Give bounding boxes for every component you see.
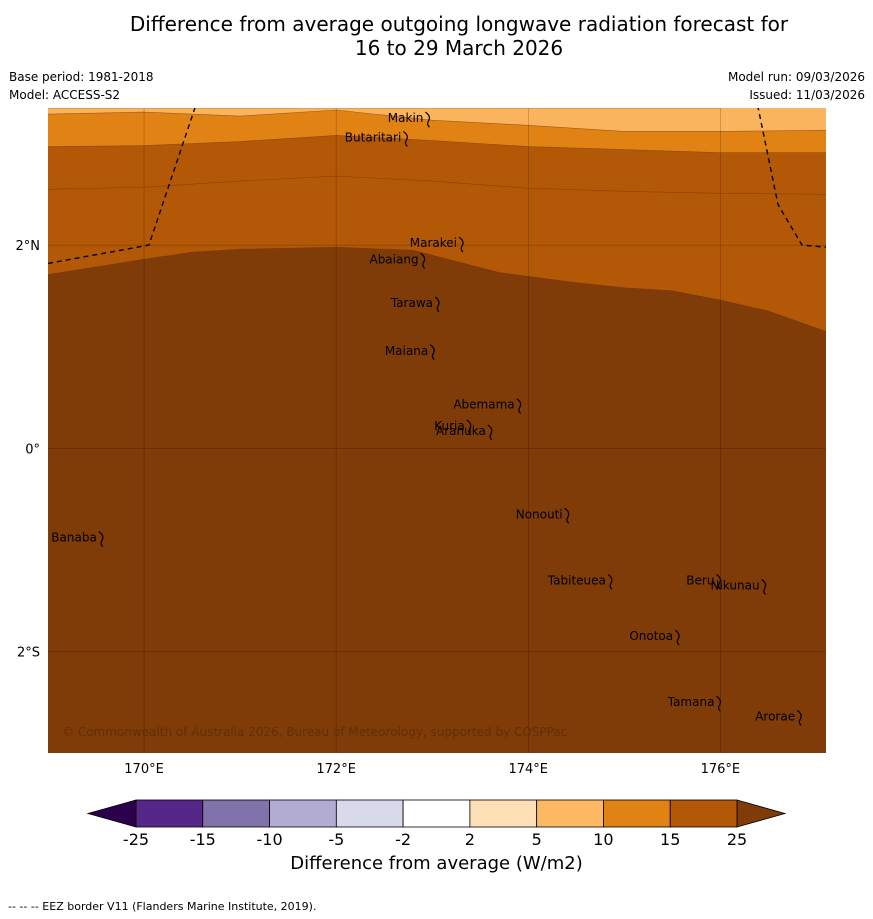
colorbar-over-arrow: [736, 799, 787, 828]
island-label: Aranuka: [436, 424, 486, 438]
island-outline: [420, 252, 426, 269]
colorbar-tick-label: 2: [465, 830, 475, 849]
island-outline: [564, 507, 570, 524]
colorbar-tick-label: -25: [123, 830, 149, 849]
issued-date: Issued: 11/03/2026: [749, 88, 865, 102]
island-label: Tabiteuea: [547, 573, 606, 587]
colorbar-swatch: [269, 799, 337, 828]
colorbar-swatch: [536, 799, 604, 828]
island-label: Tamana: [667, 695, 715, 709]
colorbar-swatch: [402, 799, 471, 828]
island-label: Butaritari: [345, 130, 402, 144]
colorbar-tick-label: 10: [593, 830, 613, 849]
colorbar-tick-label: 15: [660, 830, 680, 849]
island-label: Abemama: [453, 398, 514, 412]
colorbar-title: Difference from average (W/m2): [290, 853, 583, 874]
band-15-to-25-upper-edge: [48, 135, 826, 153]
longitude-tick-label: 172°E: [316, 762, 356, 777]
island-label: Tarawa: [390, 296, 433, 310]
latitude-tick-label: 2°N: [16, 239, 41, 254]
colorbar-swatch: [469, 799, 538, 828]
island-label: Banaba: [51, 531, 97, 545]
band-5-to-10-edge: [48, 108, 722, 109]
island-outline: [607, 573, 613, 590]
band-15-to-25-edge: [48, 175, 826, 195]
colorbar-swatch: [603, 799, 671, 828]
base-period: Base period: 1981-2018: [9, 70, 154, 84]
island-outline: [425, 111, 430, 128]
copyright-credit: © Commonwealth of Australia 2026, Bureau…: [62, 725, 567, 739]
island-label: Onotoa: [629, 629, 673, 643]
island-label: Nikunau: [711, 578, 760, 592]
colorbar-tick-label: -15: [190, 830, 216, 849]
island-outline: [716, 573, 722, 590]
longitude-tick-label: 170°E: [124, 762, 164, 777]
map-title: Difference from average outgoing longwav…: [0, 12, 873, 60]
model-name: Model: ACCESS-S2: [9, 88, 121, 102]
map-title-line2: 16 to 29 March 2026: [354, 36, 564, 60]
colorbar-swatch: [669, 799, 738, 828]
island-label: Marakei: [410, 236, 457, 250]
eez-border: [48, 108, 826, 265]
island-outline: [761, 578, 767, 595]
colorbar-tick-label: 5: [532, 830, 542, 849]
island-label: Makin: [388, 111, 424, 125]
island-label: Kuria: [434, 419, 465, 433]
colorbar-tick-label: -2: [395, 830, 411, 849]
island-outline: [796, 709, 802, 726]
island-label: Nonouti: [516, 507, 563, 521]
colorbar: -25 -15 -10 -5 -2 2 5 10 15 25: [86, 799, 787, 849]
eez-footnote: -- -- -- EEZ border V11 (Flanders Marine…: [8, 900, 317, 913]
island-outline: [429, 344, 435, 361]
island-outline: [487, 424, 493, 441]
latitude-tick-label: 0°: [25, 442, 40, 457]
island-label: Abaiang: [369, 252, 418, 266]
longitude-tick-label: 174°E: [508, 762, 548, 777]
colorbar-swatch: [335, 799, 404, 828]
island-outline: [466, 419, 472, 436]
colorbar-tick-label: -10: [256, 830, 282, 849]
island-outline: [458, 236, 464, 253]
colorbar-under-arrow: [86, 799, 137, 828]
island-outline: [434, 296, 440, 313]
contour-layer: [48, 108, 826, 753]
island-label: Beru: [686, 573, 714, 587]
band-10-to-15-edge: [48, 109, 826, 132]
colorbar-tick-label: -5: [328, 830, 344, 849]
island-outline: [98, 531, 104, 548]
graticule: [48, 108, 826, 753]
band-above-25-edge: [48, 246, 826, 332]
axis-ticks: 170°E 172°E 174°E 176°E 2°N 0° 2°S: [16, 239, 741, 777]
longitude-tick-label: 176°E: [701, 762, 741, 777]
eez-line: [48, 108, 196, 265]
colorbar-swatch: [202, 799, 270, 828]
island-outline: [674, 629, 680, 646]
island-outline: [516, 398, 522, 415]
model-run: Model run: 09/03/2026: [727, 70, 865, 84]
colorbar-swatch: [135, 799, 204, 828]
map-title-line1: Difference from average outgoing longwav…: [129, 12, 789, 36]
band-above-25: [48, 247, 826, 753]
latitude-tick-label: 2°S: [17, 645, 40, 660]
colorbar-tick-label: 25: [727, 830, 747, 849]
island-outline: [716, 695, 722, 712]
island-layer: Makin Butaritari Marakei Abaiang Tarawa Maian…: [51, 111, 802, 726]
island-label: Arorae: [755, 709, 795, 723]
island-label: Maiana: [385, 344, 428, 358]
island-outline: [402, 130, 408, 147]
